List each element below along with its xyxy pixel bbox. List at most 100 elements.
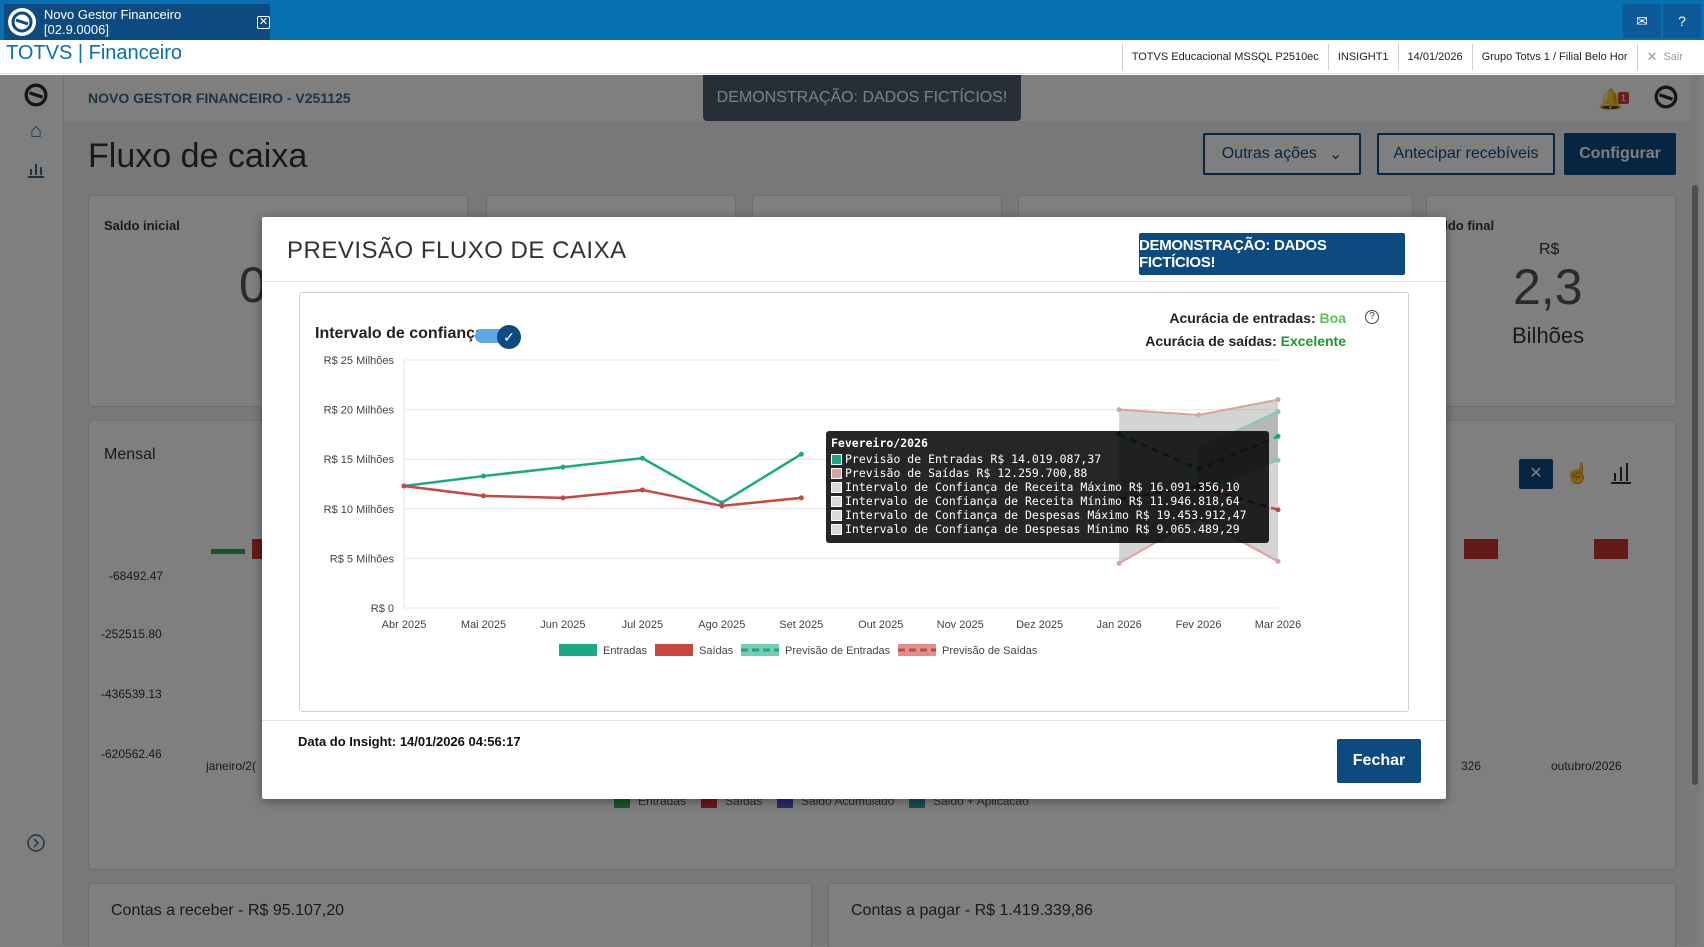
info-date: 14/01/2026 bbox=[1397, 44, 1472, 70]
y-tick-label: R$ 15 Milhões bbox=[324, 454, 395, 466]
logout-label: Sair bbox=[1663, 51, 1683, 63]
confidence-toggle[interactable]: ✓ bbox=[475, 325, 521, 349]
y-tick-label: R$ 0 bbox=[371, 603, 394, 615]
x-tick-label: Out 2025 bbox=[858, 619, 903, 631]
confidence-point bbox=[1116, 560, 1122, 566]
confidence-point bbox=[1275, 558, 1281, 564]
series-point bbox=[480, 473, 486, 479]
top-bar: Novo Gestor Financeiro [02.9.0006] ✕ ✉ ? bbox=[0, 0, 1704, 40]
confidence-toggle-label: Intervalo de confiança bbox=[315, 325, 484, 342]
legend-label: Previsão de Entradas bbox=[785, 645, 891, 657]
accuracy-entradas-label: Acurácia de entradas: bbox=[1169, 310, 1316, 326]
logout-button[interactable]: ✕ Sair bbox=[1636, 44, 1692, 70]
tooltip-row: Previsão de Saídas R$ 12.259.700,88 bbox=[831, 466, 1264, 480]
tab-title: Novo Gestor Financeiro [02.9.0006] bbox=[43, 7, 182, 37]
tooltip-swatch bbox=[831, 509, 842, 521]
series-point bbox=[639, 455, 645, 461]
tooltip-swatch bbox=[831, 453, 842, 465]
divider bbox=[262, 720, 1446, 721]
legend-label: Saídas bbox=[699, 645, 734, 657]
tooltip-text: Intervalo de Confiança de Receita Mínimo… bbox=[845, 494, 1240, 508]
close-button[interactable]: Fechar bbox=[1337, 739, 1421, 783]
window-tab[interactable]: Novo Gestor Financeiro [02.9.0006] ✕ bbox=[4, 4, 270, 40]
tooltip-row: Intervalo de Confiança de Despesas Mínim… bbox=[831, 522, 1264, 536]
series-point bbox=[560, 464, 566, 470]
info-branch[interactable]: Grupo Totvs 1 / Filial Belo Hor bbox=[1471, 44, 1637, 70]
y-tick-label: R$ 20 Milhões bbox=[324, 405, 395, 417]
x-tick-label: Dez 2025 bbox=[1016, 619, 1063, 631]
tooltip-rows: Previsão de Entradas R$ 14.019.087,37 Pre… bbox=[831, 452, 1264, 536]
confidence-point bbox=[1275, 397, 1281, 403]
chart-tooltip: Fevereiro/2026 Previsão de Entradas R$ 1… bbox=[826, 431, 1269, 543]
info-user: INSIGHT1 bbox=[1327, 44, 1398, 70]
series-line bbox=[403, 484, 802, 508]
tooltip-text: Intervalo de Confiança de Despesas Mínim… bbox=[845, 522, 1240, 536]
close-icon[interactable]: ✕ bbox=[257, 15, 270, 29]
series-point bbox=[719, 503, 725, 509]
divider bbox=[262, 281, 1446, 282]
question-icon[interactable]: ? bbox=[1365, 310, 1379, 324]
session-info: TOTVS Educacional MSSQL P2510ec INSIGHT1… bbox=[1121, 44, 1692, 70]
chart-labels: R$ 0 R$ 5 Milhões R$ 10 Milhões R$ 15 Milhõ… bbox=[324, 355, 1302, 631]
mail-icon[interactable]: ✉ bbox=[1623, 4, 1661, 38]
confidence-point bbox=[1116, 407, 1122, 413]
check-icon: ✓ bbox=[497, 325, 521, 349]
accuracy-entradas: Acurácia de entradas: Boa bbox=[1169, 310, 1346, 326]
legend-swatch bbox=[655, 644, 693, 656]
series-point bbox=[798, 451, 804, 457]
confidence-point bbox=[1275, 409, 1281, 415]
tooltip-text: Intervalo de Confiança de Despesas Máxim… bbox=[845, 508, 1247, 522]
x-tick-label: Mai 2025 bbox=[461, 619, 506, 631]
totvs-logo-icon bbox=[8, 8, 36, 36]
legend-swatch bbox=[741, 644, 779, 656]
series-point bbox=[1275, 507, 1281, 513]
legend-label: Entradas bbox=[603, 645, 648, 657]
help-icon[interactable]: ? bbox=[1663, 4, 1701, 38]
accuracy-saidas-label: Acurácia de saídas: bbox=[1145, 333, 1277, 349]
x-tick-label: Fev 2026 bbox=[1176, 619, 1222, 631]
brand-title: TOTVS | Financeiro bbox=[6, 42, 182, 64]
series-line bbox=[403, 453, 802, 505]
accuracy-saidas: Acurácia de saídas: Excelente bbox=[1145, 333, 1346, 349]
tooltip-text: Previsão de Saídas R$ 12.259.700,88 bbox=[845, 466, 1088, 480]
tooltip-row: Intervalo de Confiança de Despesas Máxim… bbox=[831, 508, 1264, 522]
tooltip-text: Intervalo de Confiança de Receita Máximo… bbox=[845, 480, 1240, 494]
x-tick-label: Abr 2025 bbox=[382, 619, 427, 631]
tooltip-swatch bbox=[831, 467, 842, 479]
tooltip-row: Intervalo de Confiança de Receita Máximo… bbox=[831, 480, 1264, 494]
x-tick-label: Nov 2025 bbox=[937, 619, 984, 631]
x-tick-label: Jun 2025 bbox=[540, 619, 585, 631]
tooltip-text: Previsão de Entradas R$ 14.019.087,37 bbox=[845, 452, 1102, 466]
x-tick-label: Mar 2026 bbox=[1255, 619, 1301, 631]
x-tick-label: Set 2025 bbox=[779, 619, 823, 631]
y-tick-label: R$ 10 Milhões bbox=[324, 504, 395, 516]
series-point bbox=[480, 493, 486, 499]
insight-date: Data do Insight: 14/01/2026 04:56:17 bbox=[298, 734, 521, 749]
info-database: TOTVS Educacional MSSQL P2510ec bbox=[1121, 44, 1328, 70]
tooltip-row: Previsão de Entradas R$ 14.019.087,37 bbox=[831, 452, 1264, 466]
y-tick-label: R$ 25 Milhões bbox=[324, 355, 395, 367]
close-icon: ✕ bbox=[1646, 49, 1658, 64]
x-tick-label: Jan 2026 bbox=[1096, 619, 1141, 631]
demo-badge[interactable]: DEMONSTRAÇÃO: DADOS FICTÍCIOS! bbox=[1139, 233, 1405, 275]
tooltip-swatch bbox=[831, 495, 842, 507]
chart-legend: Entradas Saídas Previsão de Entradas Previs… bbox=[559, 644, 1038, 657]
series-point bbox=[639, 487, 645, 493]
confidence-point bbox=[1275, 457, 1281, 463]
series-point bbox=[401, 483, 407, 489]
legend-swatch bbox=[898, 644, 936, 656]
accuracy-saidas-value: Excelente bbox=[1280, 333, 1346, 349]
tooltip-title: Fevereiro/2026 bbox=[831, 436, 928, 450]
series-point bbox=[560, 495, 566, 501]
y-tick-label: R$ 5 Milhões bbox=[330, 553, 395, 565]
x-tick-label: Jul 2025 bbox=[622, 619, 664, 631]
confidence-point bbox=[1196, 412, 1202, 418]
info-bar: TOTVS | Financeiro TOTVS Educacional MSS… bbox=[0, 40, 1704, 74]
series-point bbox=[1275, 433, 1281, 439]
legend-label: Previsão de Saídas bbox=[942, 645, 1038, 657]
tooltip-swatch bbox=[831, 481, 842, 493]
x-tick-label: Ago 2025 bbox=[698, 619, 745, 631]
tooltip-swatch bbox=[831, 523, 842, 535]
legend-swatch bbox=[559, 644, 597, 656]
tooltip-row: Intervalo de Confiança de Receita Mínimo… bbox=[831, 494, 1264, 508]
